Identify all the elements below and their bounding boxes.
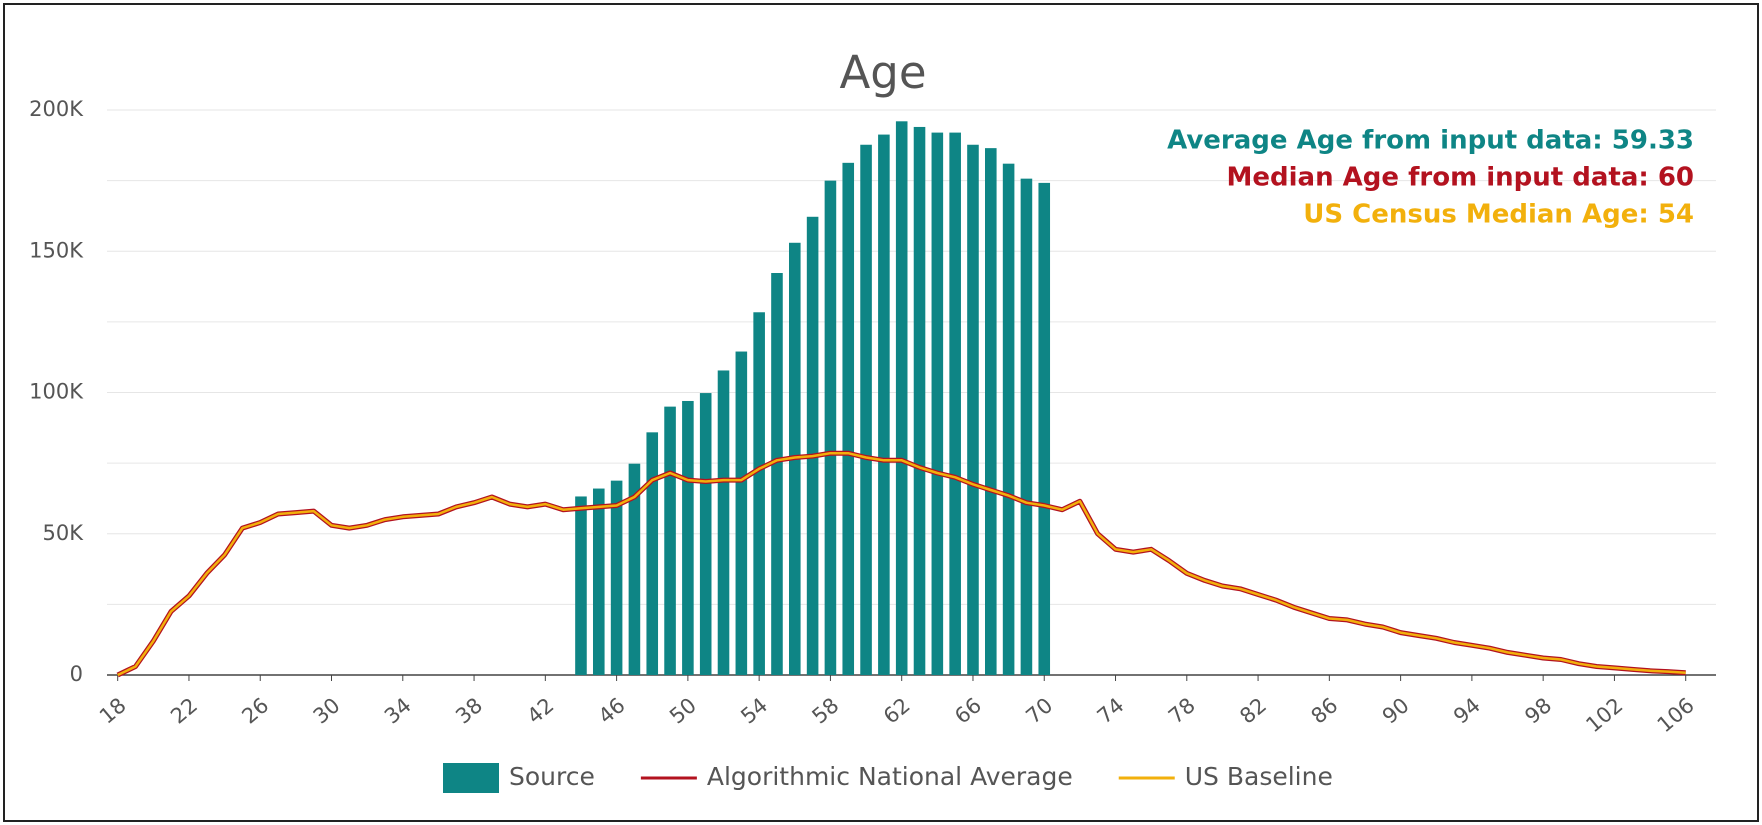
legend-label: Algorithmic National Average [707, 762, 1073, 791]
bar [931, 132, 944, 676]
y-tick-label: 150K [29, 238, 84, 262]
bar [824, 180, 837, 675]
bar [949, 132, 961, 676]
bar [1002, 163, 1015, 676]
annotation: Median Age from input data: 60 [1227, 163, 1694, 193]
bar [592, 488, 605, 675]
line [117, 451, 1686, 677]
bar [699, 393, 712, 675]
bar [860, 144, 872, 675]
bar [575, 496, 587, 675]
chart-title: Age [839, 46, 926, 99]
y-tick-label: 0 [70, 662, 83, 686]
bar [735, 351, 748, 675]
y-tick-label: 50K [43, 521, 85, 545]
bar [682, 400, 694, 675]
bar [913, 126, 926, 675]
bar [806, 216, 819, 675]
bar [628, 463, 641, 675]
y-tick-label: 100K [29, 380, 84, 404]
bar [1020, 178, 1033, 675]
legend: Source Algorithmic National Average US Bas… [443, 762, 1333, 793]
legend-swatch [443, 763, 499, 793]
bar [771, 273, 783, 675]
annotation: US Census Median Age: 54 [1303, 200, 1694, 230]
annotation: Average Age from input data: 59.33 [1167, 126, 1694, 156]
bar [1038, 182, 1051, 675]
bar [717, 370, 730, 675]
bar [646, 432, 659, 675]
y-tick-label: 200K [29, 97, 84, 121]
bar [664, 406, 676, 675]
bar [842, 162, 855, 675]
bar [610, 480, 623, 675]
bar [895, 121, 908, 676]
bar [967, 144, 979, 675]
bar [985, 148, 997, 675]
legend-label: Source [509, 762, 595, 791]
bar [753, 312, 765, 675]
legend-label: US Baseline [1185, 762, 1333, 791]
bar [878, 134, 890, 675]
